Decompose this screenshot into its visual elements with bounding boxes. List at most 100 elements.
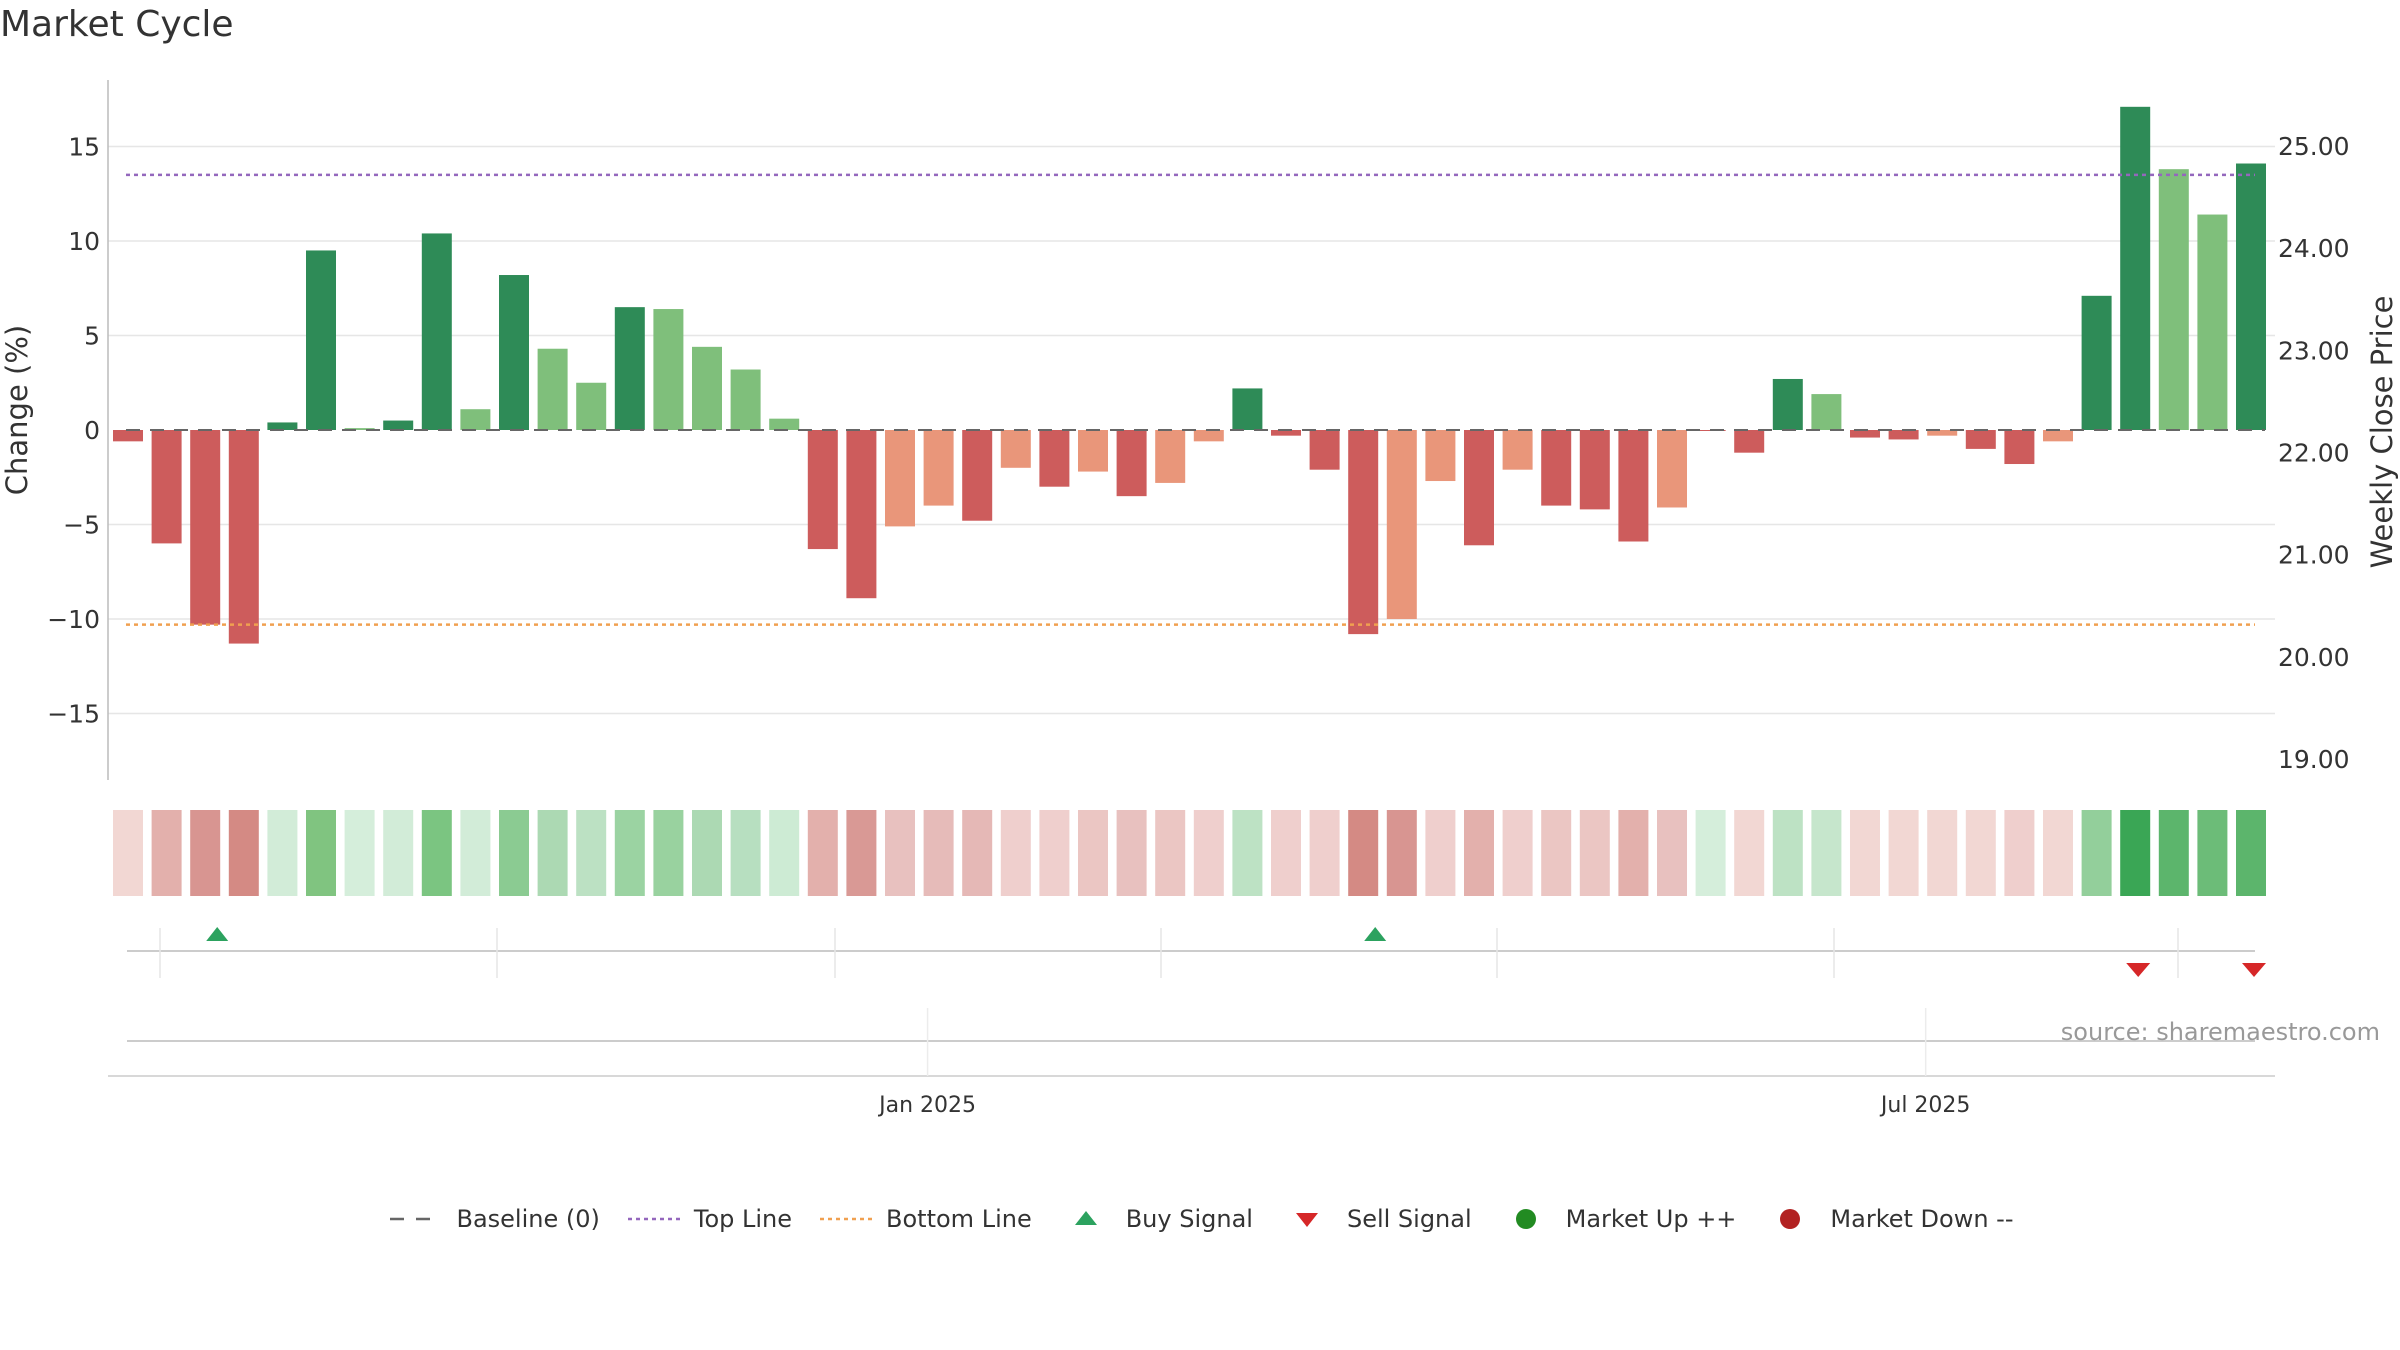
heat-cell xyxy=(653,810,684,896)
y-tick-label: −15 xyxy=(47,700,100,729)
legend-item: Market Up ++ xyxy=(1496,1205,1736,1233)
bar xyxy=(1386,430,1417,619)
heat-cell xyxy=(383,810,414,896)
bar xyxy=(1309,430,1340,470)
bar xyxy=(1271,430,1301,436)
legend-item: Market Down -- xyxy=(1760,1205,2014,1233)
heat-cell xyxy=(885,810,915,896)
bar xyxy=(1039,430,1070,487)
y2-tick-label: 21.00 xyxy=(2278,541,2350,570)
bar xyxy=(1155,430,1186,483)
bar xyxy=(1888,430,1919,440)
bar xyxy=(962,430,993,521)
source-text: source: sharemaestro.com xyxy=(2061,1018,2380,1046)
bar xyxy=(2236,163,2266,430)
heat-cell xyxy=(1811,810,1842,896)
legend-item: Bottom Line xyxy=(816,1205,1032,1233)
bar xyxy=(614,307,645,430)
bar xyxy=(1232,388,1263,430)
y2-tick-label: 19.00 xyxy=(2278,745,2350,774)
bar xyxy=(1579,430,1610,510)
heat-cell xyxy=(1039,810,1070,896)
bar xyxy=(2004,430,2035,465)
heat-strip xyxy=(113,810,2266,896)
heat-cell xyxy=(2081,810,2112,896)
x-tick-label: Jul 2025 xyxy=(1879,1093,1971,1118)
heat-cell xyxy=(769,810,800,896)
y-tick-label: 10 xyxy=(68,227,100,256)
heat-cell xyxy=(1579,810,1610,896)
heat-cell xyxy=(846,810,877,896)
triangle-down-icon xyxy=(1295,1213,1318,1227)
heat-cell xyxy=(499,810,529,896)
heat-cell xyxy=(1965,810,1996,896)
bar xyxy=(460,409,491,430)
reference-lines xyxy=(126,173,2265,626)
bar xyxy=(730,369,761,430)
heat-cell xyxy=(1232,810,1263,896)
heat-cell xyxy=(1734,810,1765,896)
heat-cell xyxy=(730,810,761,896)
legend: Baseline (0) Top Line Bottom Line Buy Signa… xyxy=(0,1205,2400,1233)
y2-tick-label: 25.00 xyxy=(2278,132,2350,161)
y2-tick-label: 24.00 xyxy=(2278,234,2350,263)
y-tick-label: −5 xyxy=(63,511,100,540)
bar xyxy=(499,275,529,430)
triangle-up-icon xyxy=(1074,1211,1097,1225)
bar xyxy=(1541,430,1572,506)
bar xyxy=(653,309,684,430)
bar xyxy=(2081,295,2112,430)
legend-label: Sell Signal xyxy=(1346,1205,1472,1233)
heat-cell xyxy=(460,810,491,896)
bar xyxy=(1116,430,1147,497)
dashed-line-icon xyxy=(390,1217,443,1221)
circle-icon xyxy=(1515,1209,1536,1229)
heat-cell xyxy=(1618,810,1649,896)
heat-cell xyxy=(1772,810,1803,896)
bar xyxy=(1657,430,1687,508)
bar xyxy=(2043,430,2073,442)
bar xyxy=(306,250,336,430)
legend-label: Market Down -- xyxy=(1830,1205,2014,1233)
bar xyxy=(383,420,414,430)
bar xyxy=(576,382,607,430)
heat-cell xyxy=(267,810,298,896)
heat-cell xyxy=(1309,810,1340,896)
legend-item: Buy Signal xyxy=(1056,1205,1253,1233)
bar xyxy=(1348,430,1379,635)
bar xyxy=(1772,378,1803,430)
legend-item: Sell Signal xyxy=(1277,1205,1472,1233)
circle-icon xyxy=(1780,1209,1801,1229)
heat-cell xyxy=(1116,810,1147,896)
buy-signal-marker xyxy=(206,927,229,941)
bar xyxy=(537,348,568,430)
bar xyxy=(846,430,877,599)
heat-cell xyxy=(2043,810,2073,896)
heat-cell xyxy=(692,810,722,896)
heat-cell xyxy=(306,810,336,896)
bar xyxy=(1618,430,1649,542)
axes: 15 10 5 0 −5 −10 −15 25.00 24.00 23.00 22.00 21.00 2… xyxy=(47,80,2350,780)
buy-signal-marker xyxy=(1364,927,1387,941)
heat-cell xyxy=(1155,810,1186,896)
bar xyxy=(1464,430,1494,546)
legend-label: Bottom Line xyxy=(886,1205,1032,1233)
heat-cell xyxy=(2004,810,2035,896)
sell-signal-marker xyxy=(2126,963,2151,977)
heat-cell xyxy=(1927,810,1958,896)
bar xyxy=(923,430,954,506)
bar xyxy=(1734,430,1765,453)
heat-cell xyxy=(421,810,452,896)
bar xyxy=(769,418,800,430)
legend-label: Top Line xyxy=(693,1205,793,1233)
legend-item: Top Line xyxy=(624,1205,792,1233)
heat-cell xyxy=(1695,810,1726,896)
heat-cell xyxy=(1386,810,1417,896)
heat-cell xyxy=(2158,810,2189,896)
heat-cell xyxy=(344,810,375,896)
x-axis: Jan 2025 Jul 2025 xyxy=(108,1008,2275,1118)
heat-cell xyxy=(1502,810,1533,896)
y-axis-label: Change (%) xyxy=(0,325,34,495)
bar xyxy=(113,430,143,442)
